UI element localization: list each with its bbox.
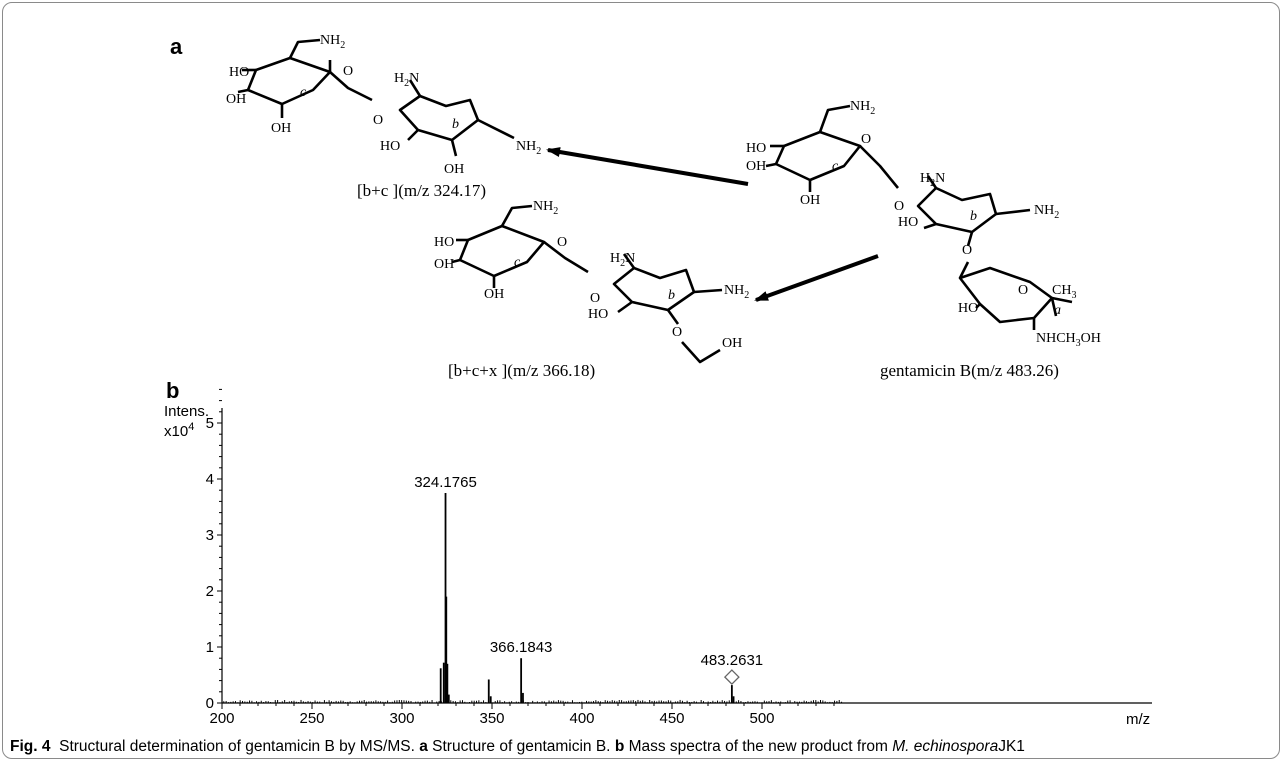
y-tick-label: 2 — [206, 583, 214, 600]
fragment2-label: [b+c+x ](m/z 366.18) — [448, 361, 595, 380]
atom-label: OH — [722, 336, 742, 351]
atom-label: O — [962, 243, 972, 258]
x-tick-label: 400 — [569, 710, 594, 727]
peak-label: 483.2631 — [701, 652, 764, 669]
atom-label: HO — [958, 301, 978, 316]
x-tick-label: 250 — [299, 710, 324, 727]
atom-label: H2N — [394, 71, 419, 89]
caption-text-1: Structural determination of gentamicin B… — [59, 738, 415, 755]
x-tick-label: 200 — [209, 710, 234, 727]
atom-label: O — [1018, 283, 1028, 298]
y-tick-label: 0 — [206, 695, 214, 712]
atom-label: OH — [746, 159, 766, 174]
fragment2-atoms: NH2 HO OH O c OH O H2N b HO NH2 O OH — [434, 199, 749, 351]
y-tick-label: 3 — [206, 527, 214, 544]
ring-label: c — [514, 255, 521, 270]
x-tick-label: 300 — [389, 710, 414, 727]
atom-label: NH2 — [1034, 203, 1059, 221]
ring-label: b — [970, 209, 977, 224]
atom-label: HO — [380, 139, 400, 154]
y-axis-multiplier: x104 — [164, 421, 194, 440]
atom-label: HO — [746, 141, 766, 156]
atom-label: NH2 — [850, 99, 875, 117]
atom-label: O — [557, 235, 567, 250]
parent-structure — [765, 104, 1073, 330]
atom-label: OH — [800, 193, 820, 208]
peak-label: 366.1843 — [490, 639, 553, 656]
peak-label: 324.1765 — [414, 474, 477, 491]
caption-a-label: a — [419, 738, 428, 755]
caption-text-2: Structure of gentamicin B. — [432, 738, 611, 755]
atom-label: HO — [898, 215, 918, 230]
atom-label: OH — [444, 162, 464, 177]
chart-axes: 0 1 2 3 4 5 200 250 300 350 400 450 500 — [206, 388, 1152, 727]
atom-label: O — [861, 132, 871, 147]
fragment1-atoms: NH2 HO OH O c OH O H2N b HO OH NH2 — [226, 33, 541, 177]
atom-label: H2N — [920, 171, 945, 189]
atom-label: NH2 — [724, 283, 749, 301]
arrow-to-fragment1 — [546, 147, 749, 186]
structures-panel: NH2 HO OH O c OH O H2N b HO OH NH2 [b+c … — [226, 33, 1101, 380]
figure-caption: Fig. 4 Structural determination of genta… — [10, 738, 1280, 756]
ring-label: c — [300, 85, 307, 100]
parent-label: gentamicin B(m/z 483.26) — [880, 361, 1059, 380]
x-tick-label: 350 — [479, 710, 504, 727]
panel-a-label: a — [170, 34, 183, 59]
caption-strain: JK1 — [998, 738, 1025, 755]
atom-label: H2N — [610, 251, 635, 269]
fragment1-structure — [237, 38, 515, 157]
parent-atoms: NH2 HO OH O c OH O H2N b HO NH2 O O CH3 … — [746, 99, 1101, 349]
chart-peak-labels: 324.1765 366.1843 483.2631 — [414, 474, 764, 685]
fragment2-structure — [451, 204, 723, 364]
atom-label: OH — [434, 257, 454, 272]
y-tick-label: 4 — [206, 471, 214, 488]
atom-label: NH2 — [533, 199, 558, 217]
atom-label: HO — [229, 65, 249, 80]
atom-label: O — [590, 291, 600, 306]
x-tick-label: 500 — [749, 710, 774, 727]
atom-label: OH — [271, 121, 291, 136]
atom-label: OH — [484, 287, 504, 302]
caption-text-3: Mass spectra of the new product from — [628, 738, 888, 755]
fragment1-label: [b+c ](m/z 324.17) — [357, 181, 486, 200]
atom-label: O — [672, 325, 682, 340]
atom-label: HO — [588, 307, 608, 322]
x-axis-label: m/z — [1126, 711, 1150, 728]
chart-peaks — [223, 493, 843, 703]
precursor-marker — [723, 669, 740, 685]
atom-label: NHCH3OH — [1036, 331, 1101, 349]
atom-label: HO — [434, 235, 454, 250]
atom-label: NH2 — [516, 139, 541, 157]
atom-label: OH — [226, 92, 246, 107]
y-tick-label: 5 — [206, 415, 214, 432]
ring-label: b — [452, 117, 459, 132]
x-tick-label: 450 — [659, 710, 684, 727]
y-tick-label: 1 — [206, 639, 214, 656]
atom-label: CH3 — [1052, 283, 1076, 301]
ring-label: a — [1054, 303, 1061, 318]
arrow-to-fragment2 — [754, 254, 879, 302]
atom-label: O — [373, 113, 383, 128]
atom-label: O — [894, 199, 904, 214]
atom-label: O — [343, 64, 353, 79]
y-axis-label: Intens. — [164, 403, 209, 420]
ring-label: b — [668, 288, 675, 303]
panel-b-label: b — [166, 378, 180, 403]
ring-label: c — [832, 159, 839, 174]
caption-organism: M. echinospora — [892, 738, 999, 755]
caption-b-label: b — [614, 738, 625, 755]
atom-label: NH2 — [320, 33, 345, 51]
caption-fig-label: Fig. 4 — [10, 738, 51, 755]
